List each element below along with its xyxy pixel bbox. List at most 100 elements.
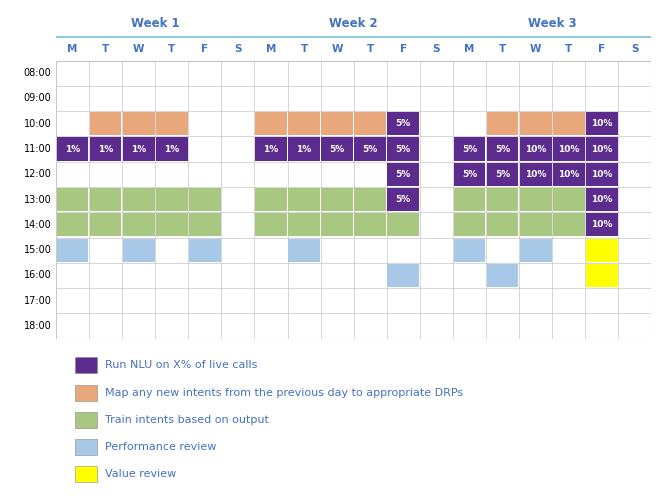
Bar	[487, 137, 519, 161]
Text: F: F	[598, 44, 605, 54]
Bar	[388, 264, 419, 287]
Text: 11:00: 11:00	[24, 144, 51, 154]
Bar	[156, 112, 188, 135]
Bar	[89, 137, 122, 161]
Text: Value review: Value review	[105, 469, 176, 479]
Bar	[388, 163, 419, 186]
Text: 15:00: 15:00	[24, 245, 51, 255]
Bar	[89, 112, 122, 135]
Bar	[355, 137, 386, 161]
Bar	[553, 213, 584, 237]
Bar	[388, 137, 419, 161]
Bar	[288, 213, 320, 237]
Bar	[89, 213, 122, 237]
Text: 1%: 1%	[164, 144, 180, 153]
Text: T: T	[168, 44, 175, 54]
Bar	[520, 163, 551, 186]
Bar	[255, 213, 287, 237]
Bar	[388, 213, 419, 237]
Bar	[255, 137, 287, 161]
Bar	[586, 213, 618, 237]
Text: M: M	[465, 44, 474, 54]
Bar	[189, 188, 220, 211]
Text: 13:00: 13:00	[24, 195, 51, 205]
Text: 14:00: 14:00	[24, 220, 51, 230]
Text: S: S	[234, 44, 241, 54]
Text: T: T	[301, 44, 308, 54]
Text: 17:00: 17:00	[24, 296, 51, 306]
Text: 1%: 1%	[65, 144, 80, 153]
Text: 10%: 10%	[591, 195, 613, 204]
Bar	[453, 213, 486, 237]
Bar	[453, 163, 486, 186]
Bar	[321, 137, 353, 161]
Bar	[75, 412, 97, 428]
Text: 5%: 5%	[495, 144, 510, 153]
Bar	[553, 112, 584, 135]
Bar	[123, 188, 155, 211]
Text: 5%: 5%	[395, 144, 411, 153]
Text: 5%: 5%	[395, 195, 411, 204]
Text: 16:00: 16:00	[24, 270, 51, 280]
Text: 10%: 10%	[591, 170, 613, 179]
Bar	[553, 137, 584, 161]
Bar	[75, 358, 97, 374]
Text: 10%: 10%	[591, 221, 613, 230]
Bar	[57, 239, 88, 262]
Text: 18:00: 18:00	[24, 321, 51, 331]
Text: Week 2: Week 2	[330, 17, 378, 30]
Bar	[57, 213, 88, 237]
Bar	[321, 112, 353, 135]
Bar	[487, 188, 519, 211]
Text: F: F	[400, 44, 407, 54]
Text: 5%: 5%	[462, 144, 477, 153]
Text: S: S	[631, 44, 639, 54]
Text: 12:00: 12:00	[24, 169, 51, 179]
Bar	[57, 137, 88, 161]
Text: 10%: 10%	[558, 170, 580, 179]
Text: 1%: 1%	[296, 144, 312, 153]
Text: 5%: 5%	[330, 144, 345, 153]
Bar	[453, 137, 486, 161]
Text: W: W	[332, 44, 343, 54]
Bar	[321, 213, 353, 237]
Bar	[487, 112, 519, 135]
Bar	[288, 137, 320, 161]
Text: 5%: 5%	[395, 119, 411, 128]
Text: W: W	[530, 44, 542, 54]
Bar	[388, 112, 419, 135]
Text: T: T	[499, 44, 506, 54]
Text: M: M	[266, 44, 276, 54]
Bar	[288, 239, 320, 262]
Text: 1%: 1%	[98, 144, 113, 153]
Text: Train intents based on output: Train intents based on output	[105, 415, 269, 425]
Text: 10%: 10%	[525, 144, 546, 153]
Text: 10%: 10%	[591, 144, 613, 153]
Bar	[89, 188, 122, 211]
Text: T: T	[367, 44, 374, 54]
Text: 09:00: 09:00	[24, 94, 51, 104]
Bar	[487, 264, 519, 287]
Bar	[553, 163, 584, 186]
Text: 5%: 5%	[462, 170, 477, 179]
Bar	[288, 112, 320, 135]
Bar	[189, 213, 220, 237]
Bar	[586, 163, 618, 186]
Bar	[553, 188, 584, 211]
Bar	[75, 466, 97, 482]
Text: 10%: 10%	[591, 119, 613, 128]
Bar	[123, 112, 155, 135]
Text: 1%: 1%	[131, 144, 146, 153]
Bar	[288, 188, 320, 211]
Bar	[123, 137, 155, 161]
Text: Week 3: Week 3	[528, 17, 576, 30]
Bar	[156, 213, 188, 237]
Text: 10:00: 10:00	[24, 119, 51, 129]
Bar	[189, 239, 220, 262]
Bar	[520, 112, 551, 135]
Text: Performance review: Performance review	[105, 442, 216, 452]
Text: 08:00: 08:00	[24, 68, 51, 78]
Bar	[520, 239, 551, 262]
Bar	[586, 264, 618, 287]
Bar	[520, 188, 551, 211]
